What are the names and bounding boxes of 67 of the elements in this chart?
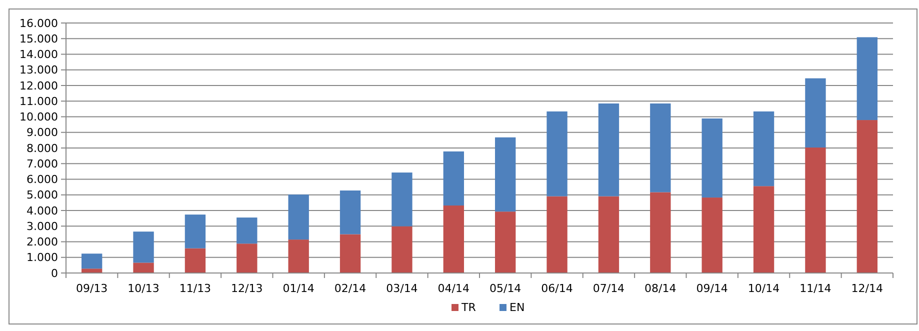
- bar: [495, 212, 516, 273]
- bar: [856, 120, 878, 273]
- y-tick-label: 15.000: [20, 32, 58, 46]
- bar: [856, 37, 878, 120]
- y-tick-label: 1.000: [26, 251, 58, 264]
- x-tick-label: 10/14: [748, 282, 780, 295]
- bar: [340, 190, 361, 234]
- y-tick-label: 5.000: [26, 188, 58, 202]
- bar: [702, 118, 722, 198]
- bar: [650, 103, 671, 192]
- bar: [288, 194, 309, 240]
- bar: [495, 137, 516, 212]
- bar: [392, 226, 412, 273]
- legend-label: EN: [510, 301, 525, 314]
- y-tick-label: 6.000: [26, 173, 58, 186]
- bar: [288, 240, 309, 273]
- x-tick-label: 02/14: [334, 282, 366, 295]
- bar: [340, 234, 361, 273]
- x-tick-label: 05/14: [489, 282, 522, 295]
- y-tick-label: 16.000: [20, 16, 58, 30]
- y-tick-label: 12.000: [20, 79, 58, 92]
- x-tick-label: 01/14: [282, 282, 314, 295]
- y-tick-label: 3.000: [26, 220, 58, 233]
- bar: [184, 214, 206, 248]
- bar: [133, 232, 154, 263]
- bar: [133, 262, 154, 273]
- bar: [650, 192, 671, 273]
- x-tick-label: 04/14: [438, 282, 470, 295]
- bar: [236, 244, 258, 273]
- y-tick-label: 0: [51, 266, 58, 280]
- bar: [805, 148, 826, 273]
- x-tick-label: 06/14: [541, 282, 573, 295]
- x-tick-label: 07/14: [592, 282, 625, 295]
- bar: [805, 78, 826, 148]
- y-tick-label: 7.000: [26, 157, 58, 170]
- bar: [82, 254, 102, 269]
- x-tick-label: 03/14: [386, 282, 418, 295]
- bar: [546, 111, 568, 196]
- bar: [753, 111, 774, 186]
- bar: [443, 206, 464, 273]
- bar: [236, 218, 258, 244]
- y-tick-label: 2.000: [26, 236, 58, 249]
- y-tick-label: 14.000: [20, 48, 58, 62]
- x-tick-label: 11/13: [179, 282, 212, 295]
- bar: [392, 172, 412, 226]
- x-tick-label: 12/14: [851, 282, 884, 295]
- bar: [598, 196, 620, 273]
- bar: [82, 268, 102, 273]
- x-tick-label: 12/13: [231, 282, 263, 295]
- y-tick-label: 9.000: [26, 126, 58, 140]
- x-tick-label: 09/13: [76, 282, 108, 295]
- bar: [753, 186, 774, 273]
- legend-label: TR: [460, 301, 476, 314]
- bar: [184, 248, 206, 273]
- y-tick-label: 8.000: [26, 142, 58, 155]
- x-tick-label: 09/14: [696, 282, 728, 295]
- x-tick-label: 08/14: [644, 282, 676, 295]
- x-tick-label: 10/13: [128, 282, 160, 295]
- y-tick-label: 11.000: [20, 94, 58, 108]
- bar: [443, 151, 464, 206]
- bar: [546, 196, 568, 273]
- y-tick-label: 4.000: [26, 204, 58, 218]
- bar: [702, 198, 722, 273]
- y-tick-label: 13.000: [20, 64, 58, 77]
- bar: [598, 103, 620, 196]
- y-tick-label: 10.000: [20, 110, 58, 124]
- x-tick-label: 11/14: [800, 282, 832, 295]
